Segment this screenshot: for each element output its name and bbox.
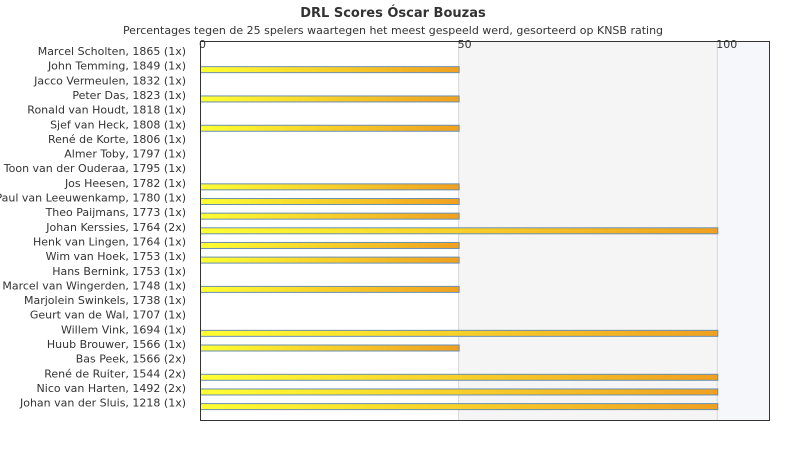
category-label: Paul van Leeuwenkamp, 1780 (1x) [0,192,186,205]
category-label: Marjolein Swinkels, 1738 (1x) [24,294,186,307]
category-label: Johan Kerssies, 1764 (2x) [45,221,186,234]
bar [200,198,460,205]
category-label: Henk van Lingen, 1764 (1x) [33,235,186,248]
chart-title: DRL Scores Óscar Bouzas [300,5,486,21]
category-label: René de Ruiter, 1544 (2x) [44,367,186,380]
category-label: Nico van Harten, 1492 (2x) [37,382,186,395]
bar [200,95,460,103]
bar [200,388,719,396]
x-axis-ticks: 0 50 100 [199,38,737,51]
x-tick-label: 0 [199,38,206,51]
bar [200,329,719,337]
bar [200,403,719,411]
plot-frame [200,41,770,421]
category-label: John Temming, 1849 (1x) [47,60,186,73]
category-label: Johan van der Sluis, 1218 (1x) [19,397,186,410]
bar [200,66,460,74]
category-label: Almer Toby, 1797 (1x) [64,148,186,161]
bar [200,256,460,264]
category-label: Geurt van de Wal, 1707 (1x) [30,309,186,322]
x-tick-label: 50 [458,38,472,51]
category-label: Peter Das, 1823 (1x) [72,89,186,102]
bar [200,285,460,293]
bar [200,373,719,381]
bar [200,344,460,352]
category-label: Toon van der Ouderaa, 1795 (1x) [3,162,186,175]
category-label: Jos Heesen, 1782 (1x) [64,177,186,190]
chart-subtitle: Percentages tegen de 25 spelers waartege… [123,24,663,37]
bar [200,227,719,235]
category-label: Ronald van Houdt, 1818 (1x) [27,104,186,117]
bar [200,212,460,220]
category-label: Bas Peek, 1566 (2x) [76,353,186,366]
category-label: Sjef van Heck, 1808 (1x) [50,118,186,131]
category-label: Theo Paijmans, 1773 (1x) [45,206,186,219]
category-label: Marcel Scholten, 1865 (1x) [38,45,186,58]
category-label: René de Korte, 1806 (1x) [48,133,186,146]
category-label: Jacco Vermeulen, 1832 (1x) [33,74,186,87]
bar [200,183,460,191]
category-label: Marcel van Wingerden, 1748 (1x) [2,279,186,292]
category-label: Willem Vink, 1694 (1x) [61,323,186,336]
bar [200,124,460,132]
category-labels: Marcel Scholten, 1865 (1x) John Temming, … [0,45,186,410]
bars [200,66,719,411]
category-label: Wim van Hoek, 1753 (1x) [46,250,186,263]
category-label: Hans Bernink, 1753 (1x) [52,265,186,278]
x-tick-label: 100 [716,38,737,51]
category-label: Huub Brouwer, 1566 (1x) [47,338,186,351]
bar [200,241,460,249]
background-band [717,41,769,420]
